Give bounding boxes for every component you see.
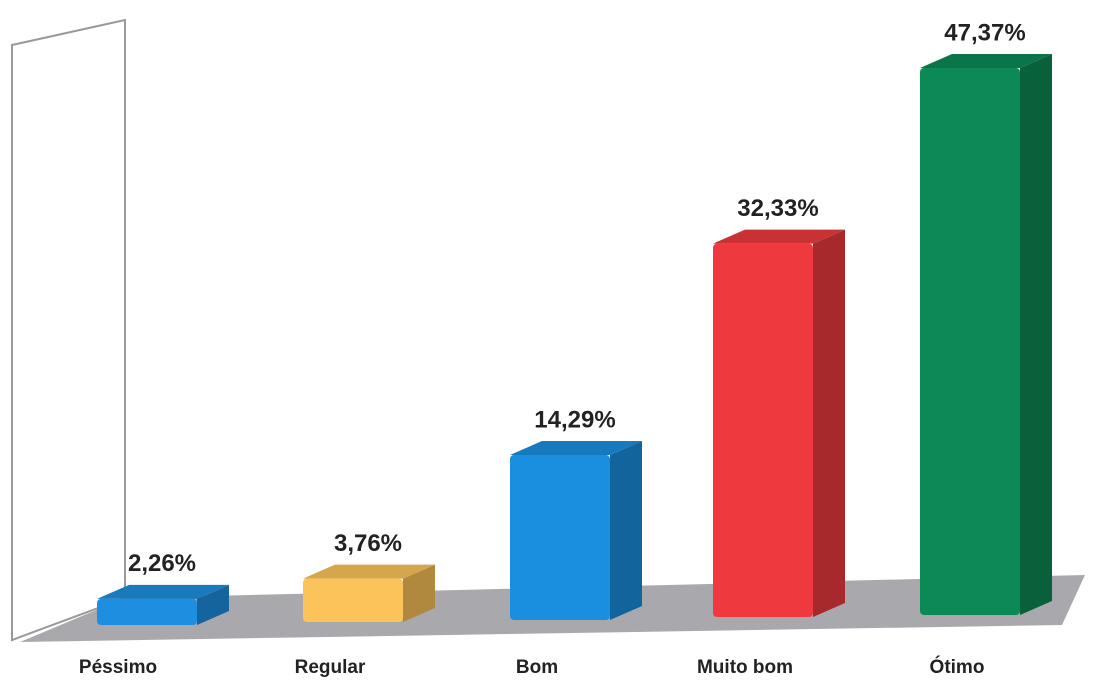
bar [920,54,1052,615]
bar-front [303,578,403,622]
bar [713,229,845,617]
bar [97,584,229,625]
value-label: 47,37% [944,19,1025,46]
bar-top [303,564,435,579]
bar-side [813,229,845,617]
back-wall [11,18,126,642]
bar-front [920,68,1020,615]
bar-top [920,54,1052,68]
bar-top [713,229,845,244]
bar-top [97,584,229,599]
bar-side [197,584,229,625]
value-label: 14,29% [534,406,615,433]
bar [510,440,642,620]
bar [303,564,435,622]
category-label: Bom [516,657,558,678]
bar-front [713,243,813,617]
value-label: 32,33% [737,195,818,222]
bar-side [403,564,435,622]
category-label: Muito bom [697,657,793,678]
bar-front [97,598,197,625]
category-label: Regular [295,657,366,678]
bar-top [510,440,642,455]
value-label: 3,76% [334,530,402,557]
bar-front [510,454,610,620]
bar-side [610,440,642,620]
category-label: Péssimo [79,657,157,678]
bar-side [1020,54,1052,615]
value-label: 2,26% [128,550,196,577]
category-label: Ótimo [930,656,985,678]
